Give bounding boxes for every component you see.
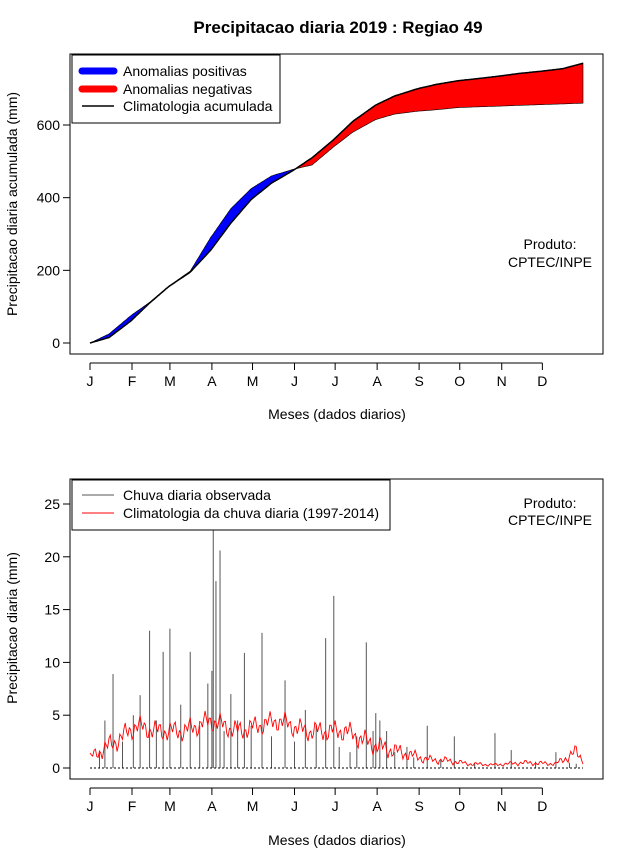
y-tick-label-600: 600 bbox=[37, 117, 61, 133]
x-tick-label-5: J bbox=[291, 798, 298, 814]
product-note-line-2: CPTEC/INPE bbox=[508, 254, 592, 270]
x-tick-label-5: J bbox=[291, 373, 298, 389]
x-tick-label-11: D bbox=[537, 373, 547, 389]
y-tick-label-10: 10 bbox=[44, 654, 60, 670]
x-axis-label-bottom: Meses (dados diarios) bbox=[268, 832, 406, 848]
y-axis-bottom: 0 5 10 15 20 25 bbox=[44, 496, 70, 776]
y-tick-label-15: 15 bbox=[44, 602, 60, 618]
x-tick-label-7: A bbox=[372, 798, 382, 814]
product-note-line-1-bottom: Produto: bbox=[524, 495, 577, 511]
y-tick-label-0: 0 bbox=[52, 760, 60, 776]
legend-label-observed: Chuva diaria observada bbox=[123, 487, 271, 503]
negative-anomaly-area bbox=[294, 62, 584, 171]
positive-anomaly-area bbox=[89, 168, 295, 344]
x-tick-label-9: O bbox=[454, 798, 465, 814]
legend-label-negative: Anomalias negativas bbox=[123, 81, 252, 97]
x-tick-label-11: D bbox=[537, 798, 547, 814]
x-tick-label-9: O bbox=[454, 373, 465, 389]
x-tick-label-7: A bbox=[372, 373, 382, 389]
y-tick-label-25: 25 bbox=[44, 496, 60, 512]
x-tick-label-8: S bbox=[414, 373, 423, 389]
legend-label-climatology: Climatologia acumulada bbox=[123, 98, 273, 114]
x-tick-label-6: J bbox=[332, 373, 339, 389]
x-tick-label-8: S bbox=[414, 798, 423, 814]
x-tick-label-4: M bbox=[247, 798, 259, 814]
legend-label-daily-climatology: Climatologia da chuva diaria (1997-2014) bbox=[123, 505, 379, 521]
y-tick-label-200: 200 bbox=[37, 262, 61, 278]
x-tick-label-4: M bbox=[247, 373, 259, 389]
legend-box-bottom bbox=[71, 479, 391, 531]
y-tick-label-20: 20 bbox=[44, 549, 60, 565]
daily-chart: 0 5 10 15 20 25 J F M A M J J A S O N D Meses (dados dia… bbox=[4, 478, 604, 848]
x-tick-label-6: J bbox=[332, 798, 339, 814]
plot-frame-bottom bbox=[69, 478, 604, 780]
y-tick-label-5: 5 bbox=[52, 707, 60, 723]
x-tick-label-3: A bbox=[207, 373, 217, 389]
y-axis-label-top: Precipitacao diaria acumulada (mm) bbox=[4, 92, 20, 316]
x-tick-label-1: F bbox=[128, 798, 137, 814]
plot-frame-top bbox=[69, 53, 604, 355]
x-tick-label-0: J bbox=[87, 373, 94, 389]
x-tick-label-2: M bbox=[164, 798, 176, 814]
legend-top: Anomalias positivas Anomalias negativas … bbox=[71, 54, 281, 124]
x-axis-label-top: Meses (dados diarios) bbox=[268, 406, 406, 422]
x-tick-label-10: N bbox=[497, 373, 507, 389]
legend-bottom: Chuva diaria observada Climatologia da c… bbox=[71, 479, 391, 531]
y-tick-label-0: 0 bbox=[52, 335, 60, 351]
y-axis-label-bottom: Precipitacao diaria (mm) bbox=[4, 552, 20, 704]
cumulative-chart: 0 200 400 600 J F M A M J J A S O N D Meses (dados dia… bbox=[4, 53, 604, 422]
daily-climatology-line bbox=[89, 710, 584, 767]
legend-label-positive: Anomalias positivas bbox=[123, 63, 247, 79]
observed-bars bbox=[98, 530, 577, 768]
x-tick-label-0: J bbox=[87, 798, 94, 814]
x-tick-label-3: A bbox=[207, 798, 217, 814]
product-note-line-2-bottom: CPTEC/INPE bbox=[508, 512, 592, 528]
chart-title: Precipitacao diaria 2019 : Regiao 49 bbox=[193, 18, 482, 37]
product-note-line-1: Produto: bbox=[524, 236, 577, 252]
x-tick-label-1: F bbox=[128, 373, 137, 389]
y-tick-label-400: 400 bbox=[37, 190, 61, 206]
x-tick-label-2: M bbox=[164, 373, 176, 389]
y-axis-top: 0 200 400 600 bbox=[37, 117, 70, 351]
x-tick-label-10: N bbox=[497, 798, 507, 814]
climatology-line bbox=[89, 62, 584, 344]
